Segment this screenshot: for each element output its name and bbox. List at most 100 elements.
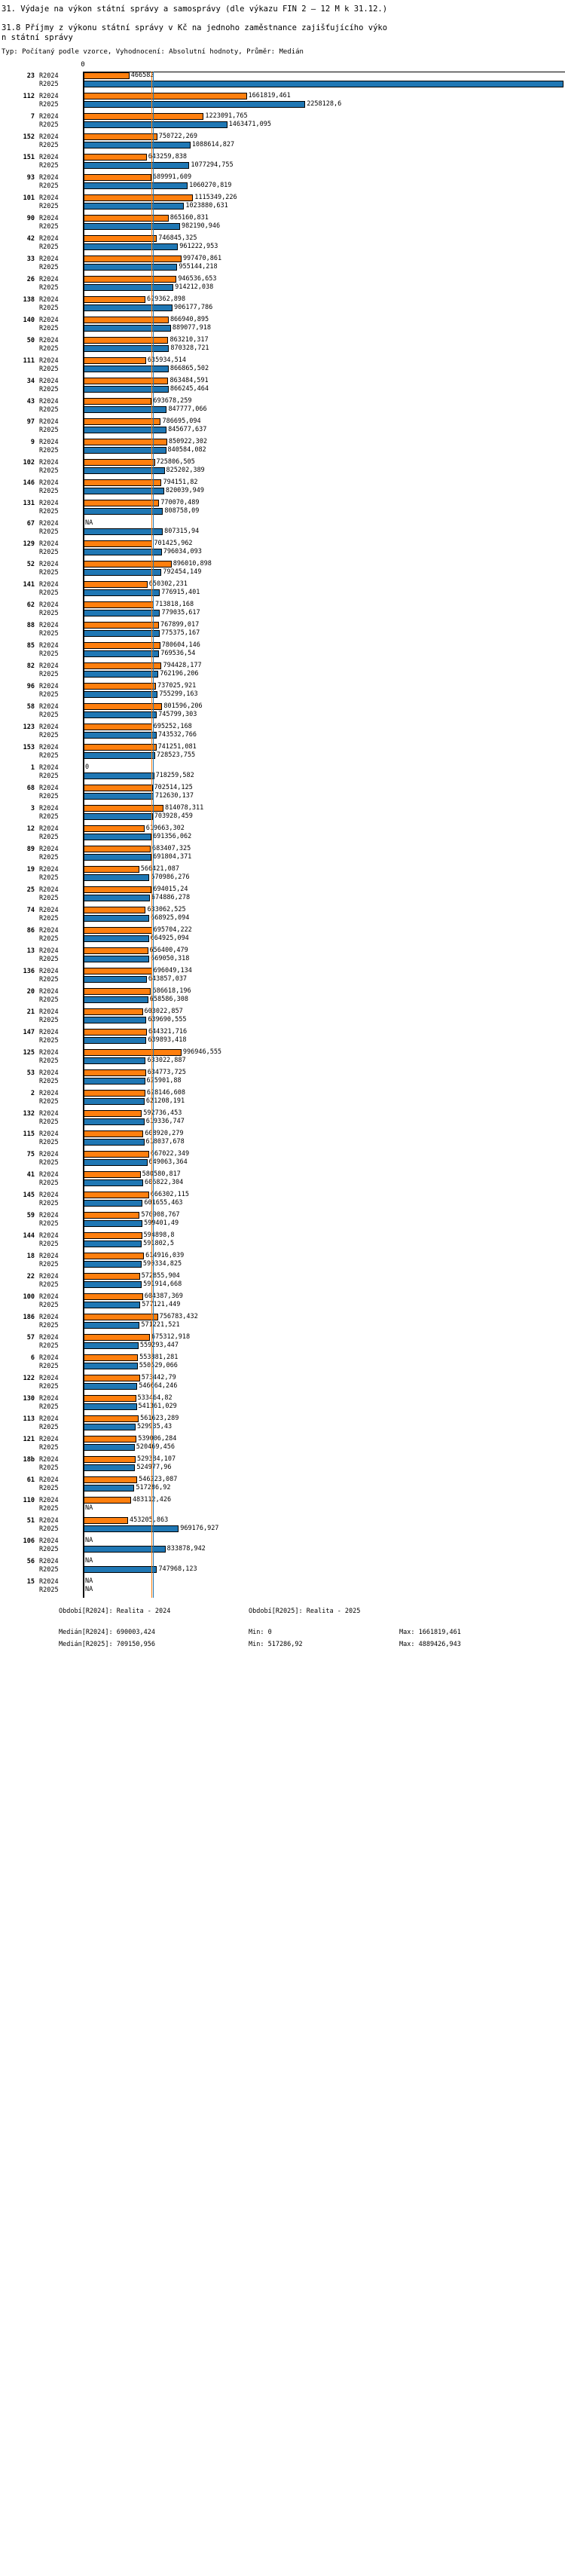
bar-y2025 xyxy=(84,426,167,433)
bar-y2024 xyxy=(84,1455,136,1463)
row-period-label: R2025 xyxy=(39,365,59,373)
bar-value-label: 664925,094 xyxy=(150,935,189,942)
bar-value-label: 863210,317 xyxy=(170,336,209,344)
row-group-id: 101 xyxy=(23,194,35,202)
bar-value-label: 524977,96 xyxy=(136,1464,172,1471)
bar-value-label: 814078,311 xyxy=(165,804,204,812)
bar-value-label: 635934,514 xyxy=(147,356,187,364)
row-bar-wrap: 618037,678 xyxy=(84,1138,565,1146)
chart-row: 112 R2024 1661819,461 xyxy=(0,92,565,100)
row-bar-wrap: 619336,747 xyxy=(84,1118,565,1126)
bar-value-label: 1077294,755 xyxy=(191,161,234,169)
chart-row: 41 R2024 580580,817 xyxy=(0,1170,565,1179)
bar-y2025 xyxy=(84,1260,142,1268)
bar-value-label: 747968,123 xyxy=(158,1565,197,1573)
chart-row: R2025 546664,246 xyxy=(0,1382,565,1390)
row-group-id: 74 xyxy=(26,906,35,914)
bar-value-label: 701425,962 xyxy=(154,540,193,547)
row-bar-wrap: 524977,96 xyxy=(84,1464,565,1472)
bar-y2025 xyxy=(84,243,179,250)
bar-y2025 xyxy=(84,1057,146,1064)
chart-row: 141 R2024 650302,231 xyxy=(0,580,565,589)
chart-row: R2025 776915,401 xyxy=(0,589,565,597)
chart-row: 102 R2024 725806,505 xyxy=(0,458,565,467)
bar-value-label: 845677,637 xyxy=(168,426,207,433)
bar-value-label: 792454,149 xyxy=(163,568,202,576)
chart-row: R2025 674886,278 xyxy=(0,894,565,902)
row-period-label: R2025 xyxy=(39,1077,59,1085)
row-bar-wrap: NA xyxy=(84,1586,565,1594)
chart-row: 15 R2024 NA xyxy=(0,1577,565,1586)
chart-row: 144 R2024 594898,8 xyxy=(0,1231,565,1240)
bar-value-label: 1060270,819 xyxy=(189,182,232,189)
chart-row-group: 23 R2024 466582 R2025 4889426,943 xyxy=(0,72,565,92)
bar-y2024 xyxy=(84,702,163,710)
chart-row-group: 90 R2024 865160,831 R2025 982190,946 xyxy=(0,214,565,234)
row-group-id: 138 xyxy=(23,295,35,304)
bar-y2024 xyxy=(84,1130,144,1137)
chart-row: R2025 775375,167 xyxy=(0,629,565,638)
chart-row: 13 R2024 656400,479 xyxy=(0,947,565,955)
row-group-id: 57 xyxy=(26,1333,35,1342)
row-bar-wrap: 606822,304 xyxy=(84,1179,565,1187)
row-period-label: R2024 xyxy=(39,1048,59,1057)
chart-row-group: 26 R2024 946536,653 R2025 914212,038 xyxy=(0,275,565,295)
bar-value-label: 713818,168 xyxy=(154,601,194,608)
chart-row: R2025 982190,946 xyxy=(0,222,565,231)
chart-row: R2025 906177,786 xyxy=(0,304,565,312)
chart-row-group: 113 R2024 561623,289 R2025 529935,43 xyxy=(0,1415,565,1435)
row-period-label: R2024 xyxy=(39,295,59,304)
chart-row-group: 57 R2024 675312,918 R2025 559293,447 xyxy=(0,1333,565,1354)
row-period-label: R2025 xyxy=(39,1545,59,1553)
chart-row-group: 123 R2024 695252,168 R2025 743532,766 xyxy=(0,723,565,743)
chart-row: 18b R2024 529384,107 xyxy=(0,1455,565,1464)
row-period-label: R2024 xyxy=(39,1415,59,1423)
bar-y2024 xyxy=(84,173,151,181)
row-bar-wrap: 776915,401 xyxy=(84,589,565,597)
chart-row-group: 9 R2024 850922,302 R2025 840584,082 xyxy=(0,438,565,458)
row-bar-wrap: 796034,093 xyxy=(84,548,565,556)
chart-row: R2025 779035,617 xyxy=(0,609,565,617)
bar-value-label: 691356,062 xyxy=(153,833,192,840)
row-period-label: R2025 xyxy=(39,487,59,495)
bar-value-label: 1661819,461 xyxy=(248,92,291,99)
row-period-label: R2025 xyxy=(39,1321,59,1329)
row-bar-wrap: 604387,369 xyxy=(84,1293,565,1301)
row-bar-wrap: 539006,284 xyxy=(84,1435,565,1443)
chart-row: R2025 728523,755 xyxy=(0,751,565,760)
bar-y2024 xyxy=(84,316,169,323)
chart-row: R2025 NA xyxy=(0,1586,565,1594)
row-group-id: 1 xyxy=(30,763,35,772)
chart-row-group: 2 R2024 628146,608 R2025 621208,191 xyxy=(0,1089,565,1109)
row-period-label: R2025 xyxy=(39,731,59,739)
row-period-label: R2025 xyxy=(39,324,59,332)
row-bar-wrap: 694015,24 xyxy=(84,886,565,894)
bar-value-label: 1463471,095 xyxy=(228,121,271,128)
bar-value-label: NA xyxy=(85,1586,93,1593)
row-period-label: R2025 xyxy=(39,792,59,800)
bar-value-label: 533464,82 xyxy=(137,1394,173,1402)
row-period-label: R2024 xyxy=(39,173,59,182)
row-period-label: R2024 xyxy=(39,356,59,365)
row-bar-wrap: 633062,525 xyxy=(84,906,565,914)
bar-value-label: 643259,838 xyxy=(148,153,187,161)
row-period-label: R2025 xyxy=(39,1443,59,1452)
bar-value-label: 840584,082 xyxy=(167,446,206,454)
chart-row-group: 121 R2024 539006,284 R2025 520469,456 xyxy=(0,1435,565,1455)
bar-y2024 xyxy=(84,275,177,283)
bar-value-label: 906177,786 xyxy=(174,304,213,311)
chart-row-group: 140 R2024 866940,895 R2025 889077,918 xyxy=(0,316,565,336)
row-group-id: 52 xyxy=(26,560,35,568)
row-bar-wrap: 866940,895 xyxy=(84,316,565,324)
row-period-label: R2025 xyxy=(39,955,59,963)
row-period-label: R2025 xyxy=(39,100,59,109)
chart-row: 145 R2024 666302,115 xyxy=(0,1191,565,1199)
row-bar-wrap: 594898,8 xyxy=(84,1231,565,1240)
bar-y2025 xyxy=(84,955,150,962)
chart-row: 59 R2024 570908,767 xyxy=(0,1211,565,1219)
bar-y2024 xyxy=(84,886,152,893)
row-bar-wrap: NA xyxy=(84,519,565,528)
chart-row-group: 33 R2024 997470,861 R2025 955144,218 xyxy=(0,255,565,275)
bar-value-label: 529384,107 xyxy=(136,1455,176,1463)
chart-row-group: 3 R2024 814078,311 R2025 703928,459 xyxy=(0,804,565,825)
